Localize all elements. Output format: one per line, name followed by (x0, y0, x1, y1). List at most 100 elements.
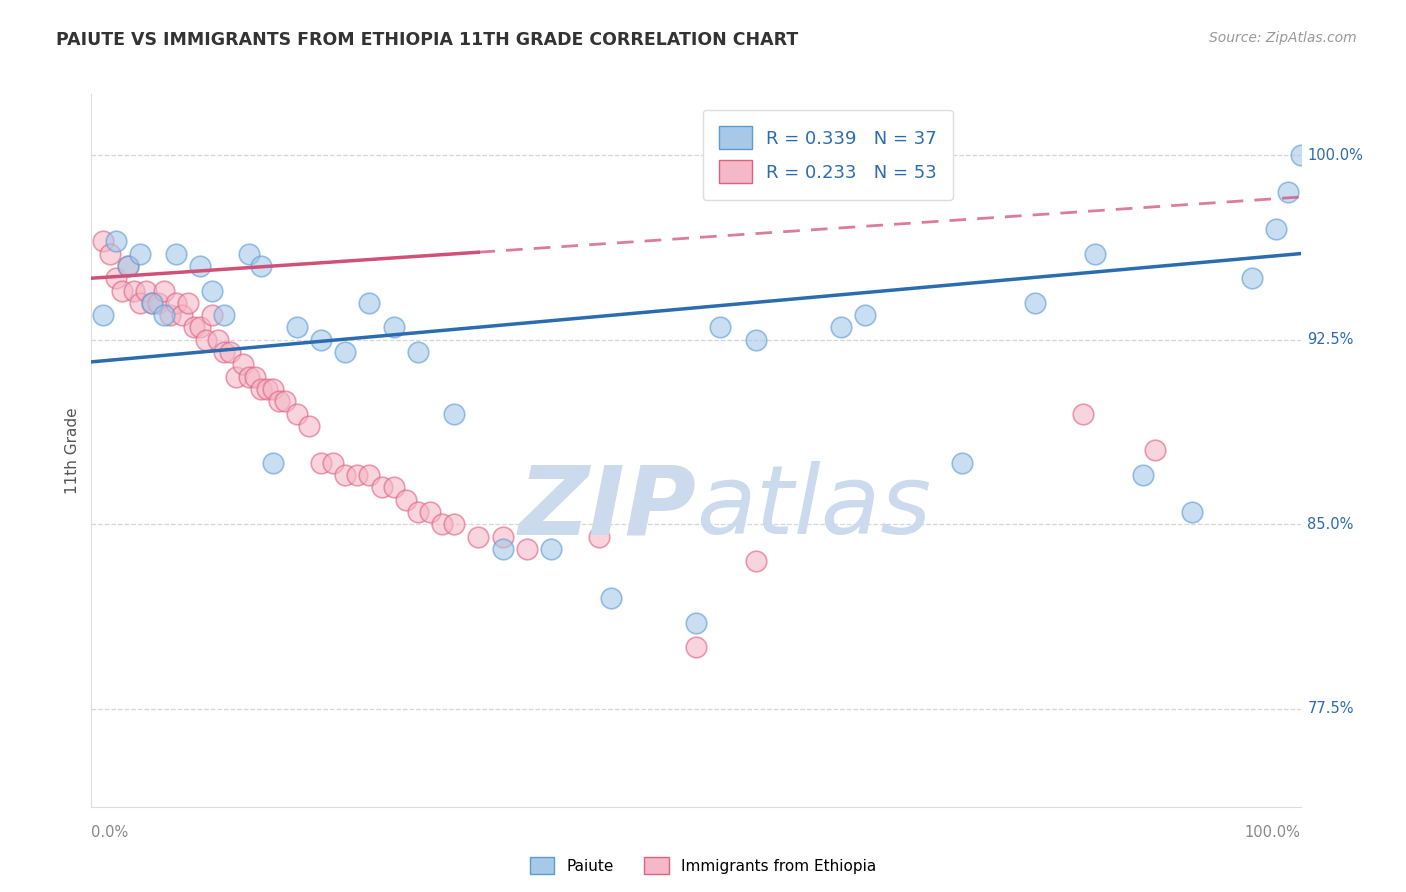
Point (443, 407, 465, 421)
Text: 92.5%: 92.5% (1308, 332, 1354, 347)
Point (93, 308, 115, 322)
Point (214, 308, 236, 322)
Text: 0.0%: 0.0% (91, 825, 128, 840)
Point (346, 468, 368, 483)
Point (188, 320, 211, 334)
Point (745, 554, 768, 568)
Point (274, 394, 297, 409)
Point (359, 295, 381, 310)
Text: 77.5%: 77.5% (1308, 701, 1354, 716)
Point (165, 246, 187, 260)
Point (335, 468, 357, 483)
Point (172, 308, 194, 322)
Point (309, 456, 332, 470)
Point (1265, 222, 1288, 236)
Point (382, 480, 405, 494)
Point (153, 284, 176, 298)
Point (243, 369, 266, 384)
Point (1084, 246, 1107, 260)
Point (285, 320, 308, 334)
Point (165, 295, 187, 310)
Point (141, 295, 163, 310)
Point (231, 357, 253, 371)
Point (709, 320, 731, 334)
Point (122, 284, 145, 298)
Point (600, 591, 623, 606)
Point (335, 345, 357, 359)
Point (117, 259, 139, 273)
Point (298, 418, 321, 433)
Point (159, 308, 181, 322)
Point (685, 640, 707, 655)
Point (98, 246, 121, 260)
Point (1024, 295, 1046, 310)
Point (238, 246, 260, 260)
Point (141, 295, 163, 310)
Text: PAIUTE VS IMMIGRANTS FROM ETHIOPIA 11TH GRADE CORRELATION CHART: PAIUTE VS IMMIGRANTS FROM ETHIOPIA 11TH … (56, 31, 799, 49)
Point (516, 541, 538, 556)
Point (262, 382, 284, 396)
Point (201, 308, 224, 322)
Point (830, 320, 852, 334)
Point (853, 308, 876, 322)
Point (249, 259, 271, 273)
Point (1144, 443, 1167, 458)
Point (128, 295, 150, 310)
Point (285, 407, 308, 421)
Point (309, 333, 332, 347)
Point (256, 382, 278, 396)
Point (117, 259, 139, 273)
Point (1071, 407, 1094, 421)
Point (395, 492, 418, 507)
Point (1289, 148, 1312, 162)
Point (207, 333, 229, 347)
Point (430, 517, 453, 532)
Legend: Paiute, Immigrants from Ethiopia: Paiute, Immigrants from Ethiopia (523, 851, 883, 880)
Text: 100.0%: 100.0% (1244, 825, 1301, 840)
Point (685, 615, 707, 630)
Point (491, 541, 513, 556)
Point (491, 530, 513, 544)
Point (406, 345, 429, 359)
Point (249, 382, 271, 396)
Text: 100.0%: 100.0% (1308, 148, 1364, 162)
Point (540, 541, 562, 556)
Point (1181, 505, 1204, 519)
Point (588, 530, 610, 544)
Point (219, 345, 242, 359)
Point (238, 369, 260, 384)
Legend: R = 0.339   N = 37, R = 0.233   N = 53: R = 0.339 N = 37, R = 0.233 N = 53 (703, 110, 953, 200)
Point (382, 320, 405, 334)
Point (467, 530, 489, 544)
Point (370, 480, 392, 494)
Text: Source: ZipAtlas.com: Source: ZipAtlas.com (1209, 31, 1357, 45)
Point (443, 517, 465, 532)
Point (322, 456, 344, 470)
Point (359, 468, 381, 483)
Point (1241, 271, 1264, 285)
Point (1277, 185, 1299, 199)
Point (419, 505, 441, 519)
Point (128, 246, 150, 260)
Text: ZIP: ZIP (517, 461, 696, 554)
Point (262, 456, 284, 470)
Y-axis label: 11th Grade: 11th Grade (65, 407, 80, 494)
Point (153, 308, 176, 322)
Point (188, 259, 211, 273)
Point (225, 369, 247, 384)
Point (267, 394, 290, 409)
Point (183, 320, 205, 334)
Point (93, 235, 115, 249)
Point (177, 295, 200, 310)
Text: atlas: atlas (696, 461, 931, 554)
Point (745, 333, 768, 347)
Point (135, 284, 157, 298)
Point (214, 345, 236, 359)
Point (104, 235, 127, 249)
Point (195, 333, 218, 347)
Point (1132, 468, 1154, 483)
Point (146, 295, 169, 310)
Text: 85.0%: 85.0% (1308, 516, 1354, 532)
Point (104, 271, 127, 285)
Point (406, 505, 429, 519)
